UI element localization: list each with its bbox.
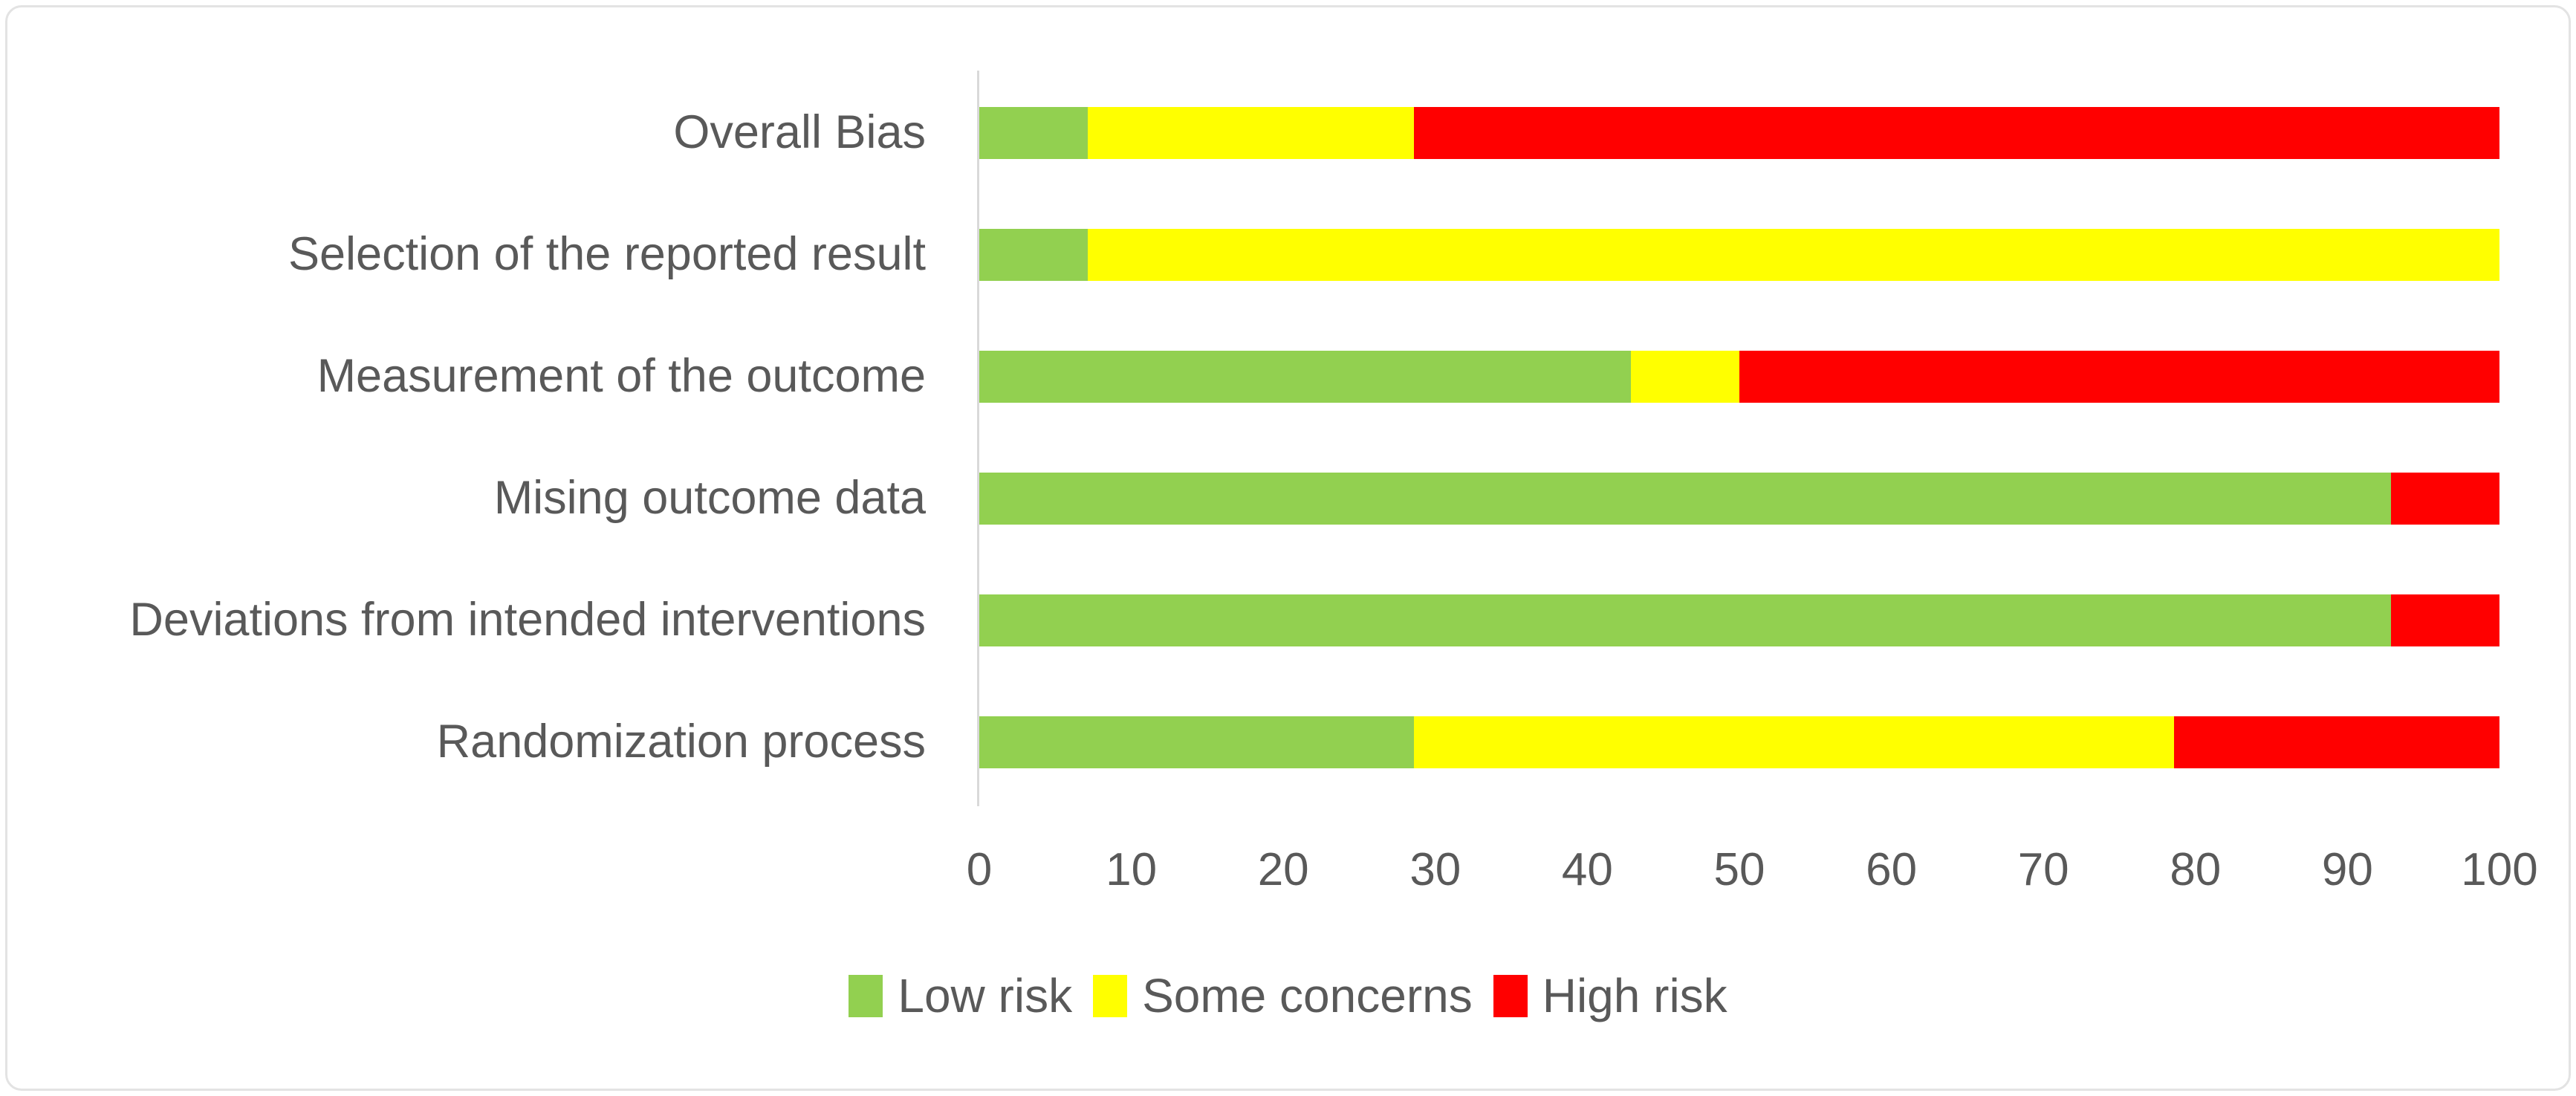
stacked-bar-selection-of-the-reported-result bbox=[979, 229, 2499, 281]
bar-row: Overall Bias bbox=[0, 72, 2576, 194]
bar-segment-high-risk bbox=[1413, 107, 2499, 159]
stacked-bar-measurement-of-the-outcome bbox=[979, 351, 2499, 403]
category-label-measurement-of-the-outcome: Measurement of the outcome bbox=[317, 350, 926, 403]
x-axis-tick-label: 60 bbox=[1866, 844, 1918, 895]
x-axis-tick-label: 20 bbox=[1257, 844, 1309, 895]
bar-segment-high-risk bbox=[2390, 473, 2499, 525]
legend-swatch-some-concerns bbox=[1093, 974, 1128, 1017]
bar-segment-low-risk bbox=[979, 107, 1089, 159]
x-axis-tick-labels: 0 10 20 30 40 50 60 70 80 90 100 bbox=[0, 847, 2576, 907]
bar-segment-some-concerns bbox=[1088, 229, 2499, 281]
category-label-deviations-from-intended-interventions: Deviations from intended interventions bbox=[129, 594, 926, 646]
legend-swatch-low-risk bbox=[849, 974, 883, 1017]
bar-segment-high-risk bbox=[2390, 594, 2499, 646]
bar-segment-low-risk bbox=[979, 716, 1414, 768]
x-axis-tick-label: 70 bbox=[2017, 844, 2069, 895]
stacked-bar-mising-outcome-data bbox=[979, 473, 2499, 525]
legend-item-high-risk: High risk bbox=[1493, 972, 1727, 1019]
category-label-randomization-process: Randomization process bbox=[436, 716, 926, 768]
x-axis-tick-label: 0 bbox=[966, 844, 993, 895]
x-axis-tick-label: 80 bbox=[2170, 844, 2222, 895]
legend-label-some-concerns: Some concerns bbox=[1142, 969, 1473, 1022]
bar-row: Deviations from intended interventions bbox=[0, 560, 2576, 681]
legend-item-some-concerns: Some concerns bbox=[1093, 972, 1473, 1019]
x-axis-tick-label: 30 bbox=[1409, 844, 1461, 895]
bar-segment-low-risk bbox=[979, 229, 1089, 281]
stacked-bar-randomization-process bbox=[979, 716, 2499, 768]
category-label-selection-of-the-reported-result: Selection of the reported result bbox=[288, 228, 926, 281]
bar-segment-some-concerns bbox=[1630, 351, 1739, 403]
bar-rows: Overall Bias Selection of the reported re… bbox=[0, 72, 2576, 803]
legend-label-high-risk: High risk bbox=[1542, 969, 1727, 1022]
chart-legend: Low risk Some concerns High risk bbox=[0, 972, 2576, 1019]
category-label-overall-bias: Overall Bias bbox=[673, 106, 926, 159]
bar-segment-low-risk bbox=[979, 473, 2391, 525]
bar-segment-high-risk bbox=[2173, 716, 2499, 768]
x-axis-tick-label: 10 bbox=[1106, 844, 1158, 895]
bar-segment-low-risk bbox=[979, 594, 2391, 646]
bar-row: Selection of the reported result bbox=[0, 194, 2576, 316]
legend-swatch-high-risk bbox=[1493, 974, 1528, 1017]
stacked-bar-overall-bias bbox=[979, 107, 2499, 159]
bar-segment-high-risk bbox=[1739, 351, 2499, 403]
bar-row: Randomization process bbox=[0, 681, 2576, 803]
bar-segment-low-risk bbox=[979, 351, 1631, 403]
category-label-mising-outcome-data: Mising outcome data bbox=[493, 472, 926, 525]
bar-segment-some-concerns bbox=[1413, 716, 2174, 768]
x-axis-tick-label: 50 bbox=[1713, 844, 1765, 895]
legend-label-low-risk: Low risk bbox=[898, 969, 1073, 1022]
x-axis-tick-label: 100 bbox=[2461, 844, 2538, 895]
bar-row: Mising outcome data bbox=[0, 438, 2576, 560]
bar-row: Measurement of the outcome bbox=[0, 316, 2576, 438]
bar-segment-some-concerns bbox=[1088, 107, 1414, 159]
legend-item-low-risk: Low risk bbox=[849, 972, 1072, 1019]
stacked-bar-deviations-from-intended-interventions bbox=[979, 594, 2499, 646]
x-axis-tick-label: 90 bbox=[2321, 844, 2373, 895]
x-axis-tick-label: 40 bbox=[1561, 844, 1613, 895]
y-axis-line bbox=[977, 71, 979, 806]
